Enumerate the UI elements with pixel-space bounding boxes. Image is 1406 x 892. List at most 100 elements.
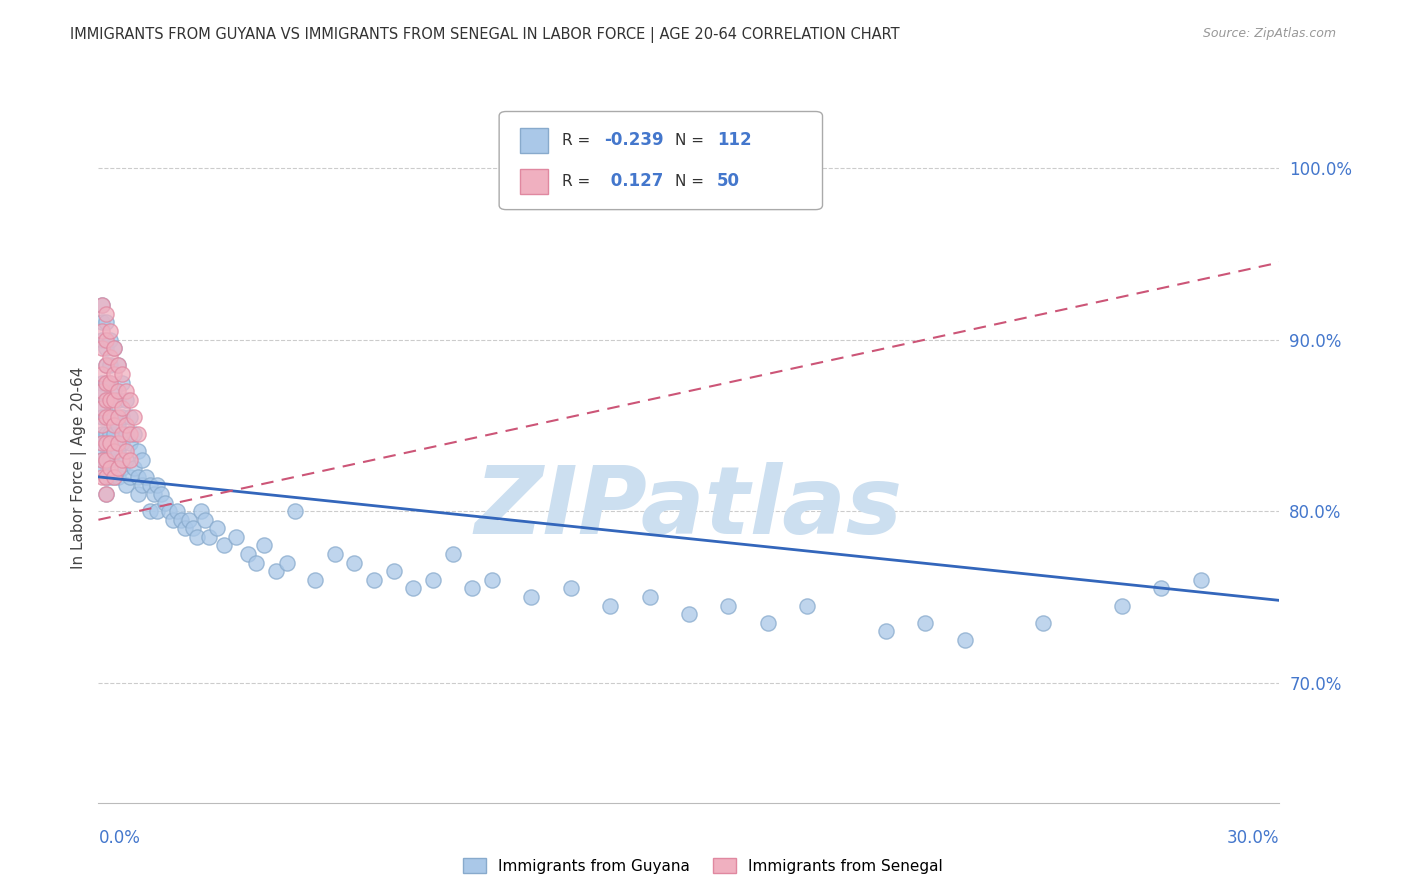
Legend: Immigrants from Guyana, Immigrants from Senegal: Immigrants from Guyana, Immigrants from … [457,852,949,880]
Point [225,530,247,544]
Text: N =: N = [675,174,704,188]
Point [177,513,200,527]
Point [1111,599,1133,613]
Point [98,359,121,373]
Point [96,487,118,501]
Point [98,324,121,338]
Point [118,470,141,484]
Point [122,409,145,424]
Point [174,521,197,535]
Point [91,418,114,433]
Point [103,427,125,442]
Point [96,392,118,407]
Point [638,590,661,604]
Text: ZIPatlas: ZIPatlas [475,462,903,555]
Point [107,418,129,433]
Point [96,435,118,450]
Point [107,384,129,398]
Point [98,409,121,424]
Point [96,452,118,467]
Point [91,444,114,458]
Point [142,487,165,501]
Point [1150,582,1173,596]
Point [214,539,236,553]
Point [111,401,134,416]
Point [103,409,125,424]
Point [150,487,173,501]
Point [186,530,208,544]
Point [402,582,425,596]
Text: N =: N = [675,133,704,147]
Point [146,478,169,492]
Point [98,392,121,407]
Point [422,573,444,587]
Point [953,632,976,647]
Point [127,427,149,442]
Point [107,444,129,458]
Point [91,333,114,347]
Point [304,573,326,587]
Point [560,582,582,596]
Point [166,504,188,518]
Point [103,341,125,355]
Point [115,384,138,398]
Text: IMMIGRANTS FROM GUYANA VS IMMIGRANTS FROM SENEGAL IN LABOR FORCE | AGE 20-64 COR: IMMIGRANTS FROM GUYANA VS IMMIGRANTS FRO… [70,27,900,43]
Point [441,547,464,561]
Point [1189,573,1212,587]
Point [91,316,114,330]
Text: 50: 50 [717,172,740,190]
Point [138,504,160,518]
Point [98,452,121,467]
Point [107,461,129,475]
Point [107,392,129,407]
Point [96,409,118,424]
Point [111,461,134,475]
Point [91,367,114,381]
Point [756,615,779,630]
Point [98,333,121,347]
Point [323,547,346,561]
Point [91,384,114,398]
Point [103,392,125,407]
Point [138,478,160,492]
Point [103,470,125,484]
Point [98,376,121,390]
Point [96,409,118,424]
Point [131,478,153,492]
Point [363,573,385,587]
Point [96,341,118,355]
Point [91,384,114,398]
Point [91,298,114,312]
Point [190,504,212,518]
Point [122,461,145,475]
Point [91,435,114,450]
Point [481,573,503,587]
Point [96,392,118,407]
Point [111,409,134,424]
Point [678,607,700,621]
Point [96,307,118,321]
Point [96,333,118,347]
Text: 112: 112 [717,131,752,149]
Point [91,452,114,467]
Point [96,359,118,373]
Point [91,341,114,355]
Point [118,452,141,467]
Point [91,401,114,416]
Point [115,418,138,433]
Text: -0.239: -0.239 [605,131,664,149]
Point [264,564,287,578]
Point [107,409,129,424]
Point [107,359,129,373]
Point [91,324,114,338]
Point [91,401,114,416]
Point [96,376,118,390]
Point [118,392,141,407]
Point [914,615,936,630]
Point [96,452,118,467]
Point [103,367,125,381]
Point [115,392,138,407]
Point [155,495,177,509]
Point [98,376,121,390]
Point [91,409,114,424]
